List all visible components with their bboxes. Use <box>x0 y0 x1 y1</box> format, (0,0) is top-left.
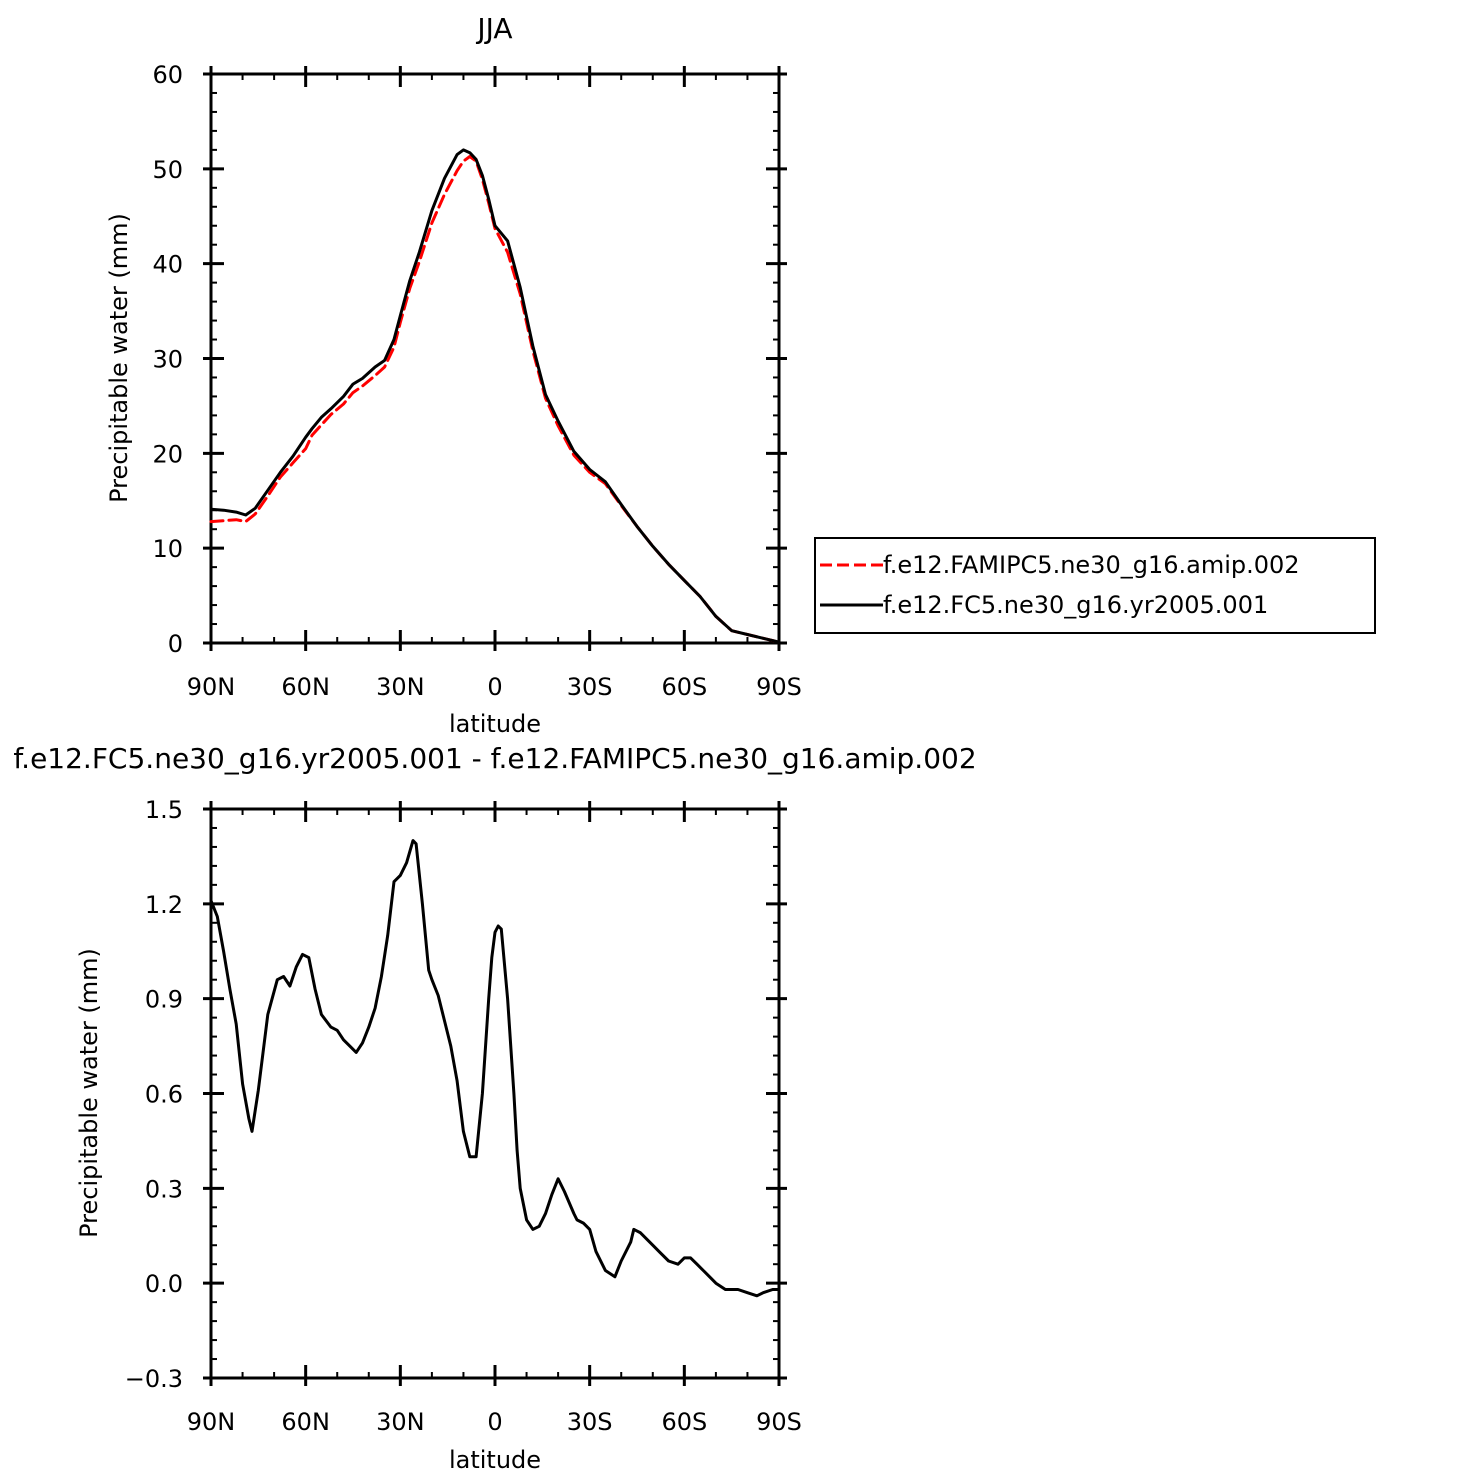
y-tick-label: 0 <box>168 630 183 658</box>
x-tick-label: 30N <box>376 673 425 701</box>
y-tick-label: 50 <box>152 156 183 184</box>
x-tick-label: 60S <box>661 673 707 701</box>
y-tick-label: 60 <box>152 61 183 89</box>
y-axis-title: Precipitable water (mm) <box>75 948 103 1238</box>
y-tick-label: 0.3 <box>145 1175 183 1203</box>
legend-box <box>814 537 1376 634</box>
x-tick-label: 90N <box>187 1408 236 1436</box>
x-tick-label: 90N <box>187 673 236 701</box>
x-axis-title: latitude <box>449 1446 541 1474</box>
x-axis-title: latitude <box>449 710 541 738</box>
legend-label-amip: f.e12.FAMIPC5.ne30_g16.amip.002 <box>883 551 1300 579</box>
x-tick-label: 0 <box>487 1408 502 1436</box>
y-tick-label: 0.6 <box>145 1081 183 1109</box>
y-tick-label: 1.5 <box>145 796 183 824</box>
x-tick-label: 60S <box>661 1408 707 1436</box>
series-line-0 <box>209 155 781 644</box>
legend: f.e12.FAMIPC5.ne30_g16.amip.002 f.e12.FC… <box>814 537 1376 634</box>
y-tick-label: 20 <box>152 440 183 468</box>
x-tick-label: 60N <box>281 673 330 701</box>
x-tick-label: 30S <box>567 1408 613 1436</box>
series-line-0 <box>209 839 781 1298</box>
y-tick-label: 30 <box>152 346 183 374</box>
y-tick-label: 1.2 <box>145 891 183 919</box>
x-tick-label: 30S <box>567 673 613 701</box>
y-tick-label: 0.0 <box>145 1270 183 1298</box>
y-axis-title: Precipitable water (mm) <box>105 213 133 503</box>
plot-frame <box>209 807 781 1380</box>
top-panel: JJA 90N 60N 30N 0 30S 60S 90S 0 10 20 30 40 50 60 lat… <box>105 12 802 738</box>
series-line-1 <box>209 148 781 644</box>
x-tick-label: 60N <box>281 1408 330 1436</box>
y-tick-label: 10 <box>152 535 183 563</box>
panel-title: JJA <box>475 12 512 45</box>
x-tick-label: 0 <box>487 673 502 701</box>
x-tick-label: 90S <box>756 673 802 701</box>
panel-title: f.e12.FC5.ne30_g16.yr2005.001 - f.e12.FA… <box>13 742 976 775</box>
legend-label-fc5: f.e12.FC5.ne30_g16.yr2005.001 <box>883 591 1268 619</box>
x-tick-label: 30N <box>376 1408 425 1436</box>
y-tick-label: −0.3 <box>125 1365 183 1393</box>
bottom-panel: f.e12.FC5.ne30_g16.yr2005.001 - f.e12.FA… <box>13 742 976 1474</box>
x-tick-label: 90S <box>756 1408 802 1436</box>
plot-frame <box>209 72 781 645</box>
y-tick-label: 0.9 <box>145 986 183 1014</box>
y-tick-label: 40 <box>152 251 183 279</box>
